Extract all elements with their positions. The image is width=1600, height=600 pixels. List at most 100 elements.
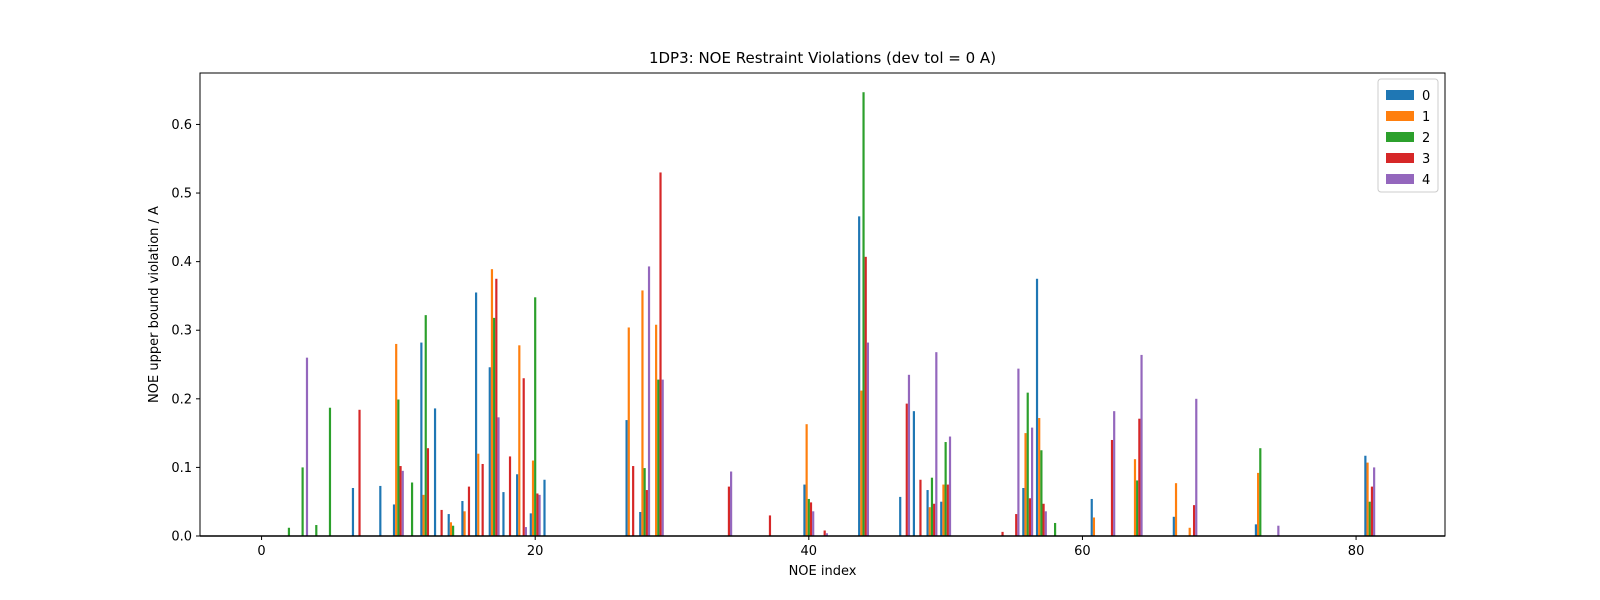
bar bbox=[315, 525, 318, 536]
y-axis-title: NOE upper bound violation / A bbox=[147, 206, 162, 403]
bar bbox=[1172, 516, 1175, 536]
bar bbox=[862, 92, 865, 537]
bar bbox=[440, 509, 443, 536]
bar bbox=[543, 479, 546, 536]
bar bbox=[392, 504, 396, 536]
bar bbox=[493, 317, 496, 536]
y-tick-label: 0.1 bbox=[171, 461, 192, 476]
legend: 0 1 2 3 4 bbox=[1377, 78, 1439, 193]
y-tick-label: 0.3 bbox=[171, 324, 192, 339]
bar bbox=[1373, 467, 1376, 536]
bar bbox=[864, 256, 867, 536]
bar bbox=[944, 442, 947, 536]
chart-title: 1DP3: NOE Restraint Violations (dev tol … bbox=[649, 49, 996, 67]
bar bbox=[858, 216, 861, 537]
bar bbox=[410, 482, 414, 536]
bar bbox=[1031, 427, 1034, 536]
bar bbox=[1133, 459, 1137, 536]
bar bbox=[661, 379, 664, 536]
bar bbox=[727, 486, 731, 536]
bar bbox=[1277, 525, 1280, 536]
bar bbox=[1140, 354, 1143, 536]
bar bbox=[805, 424, 808, 536]
bar bbox=[912, 411, 915, 536]
bar bbox=[905, 403, 908, 536]
bar bbox=[531, 460, 535, 536]
bar bbox=[1024, 433, 1027, 536]
bar bbox=[807, 498, 810, 536]
bar bbox=[287, 527, 291, 536]
bar bbox=[1192, 505, 1196, 536]
bar bbox=[1017, 368, 1020, 536]
bar bbox=[518, 345, 521, 536]
bar bbox=[933, 503, 936, 536]
bar bbox=[639, 511, 642, 536]
bar bbox=[467, 486, 471, 536]
bar bbox=[940, 501, 943, 536]
bar bbox=[948, 436, 952, 536]
bar bbox=[768, 515, 772, 536]
bar bbox=[1040, 450, 1043, 536]
x-tick-label: 0 bbox=[257, 544, 265, 559]
legend-label: 3 bbox=[1422, 152, 1430, 167]
series-0 bbox=[351, 216, 1367, 537]
bar bbox=[1113, 411, 1116, 536]
bar bbox=[474, 292, 478, 536]
bar bbox=[809, 502, 813, 536]
x-tick-label: 20 bbox=[527, 544, 544, 559]
y-tick-label: 0.2 bbox=[171, 392, 192, 407]
bar bbox=[426, 448, 430, 536]
bar bbox=[433, 408, 437, 536]
bar bbox=[627, 327, 630, 536]
bar bbox=[946, 484, 949, 536]
bar bbox=[1366, 462, 1369, 536]
bar bbox=[1053, 522, 1057, 536]
bar bbox=[825, 533, 828, 536]
y-tick-label: 0.0 bbox=[171, 530, 192, 545]
bar bbox=[477, 453, 480, 536]
bar bbox=[1015, 514, 1018, 536]
x-tick-label: 60 bbox=[1074, 544, 1091, 559]
bar bbox=[625, 420, 628, 536]
legend-swatch bbox=[1386, 132, 1414, 142]
bar bbox=[524, 527, 527, 536]
bar bbox=[397, 399, 400, 536]
series-1 bbox=[395, 269, 1369, 536]
bar bbox=[823, 530, 826, 536]
bar bbox=[930, 477, 934, 536]
x-tick-label: 80 bbox=[1348, 544, 1365, 559]
series-3 bbox=[358, 172, 1374, 536]
bar bbox=[401, 470, 404, 536]
bar bbox=[1138, 418, 1141, 536]
bar bbox=[1364, 455, 1367, 536]
bar bbox=[1042, 503, 1045, 536]
bar bbox=[399, 466, 402, 536]
bar bbox=[657, 379, 660, 536]
legend-swatch bbox=[1386, 90, 1414, 100]
bar bbox=[497, 417, 500, 536]
bar bbox=[1022, 487, 1025, 536]
y-tick-label: 0.5 bbox=[171, 187, 192, 202]
bar bbox=[1028, 498, 1031, 536]
series-4 bbox=[305, 266, 1376, 536]
bar bbox=[424, 315, 427, 536]
bar bbox=[1038, 418, 1041, 536]
bar bbox=[655, 324, 658, 536]
bar bbox=[379, 485, 382, 536]
bar bbox=[730, 471, 733, 536]
bar bbox=[1195, 398, 1198, 536]
bar bbox=[463, 511, 466, 536]
bar bbox=[1092, 517, 1096, 536]
legend-label: 2 bbox=[1422, 131, 1430, 146]
y-tick-label: 0.6 bbox=[171, 118, 192, 133]
bar bbox=[516, 474, 519, 536]
legend-label: 1 bbox=[1422, 110, 1430, 125]
bar bbox=[481, 463, 484, 536]
bar bbox=[358, 409, 361, 536]
bar bbox=[449, 522, 453, 536]
bar bbox=[1026, 392, 1029, 536]
bar bbox=[490, 269, 494, 536]
legend-label: 0 bbox=[1422, 89, 1430, 104]
bar bbox=[860, 390, 863, 536]
